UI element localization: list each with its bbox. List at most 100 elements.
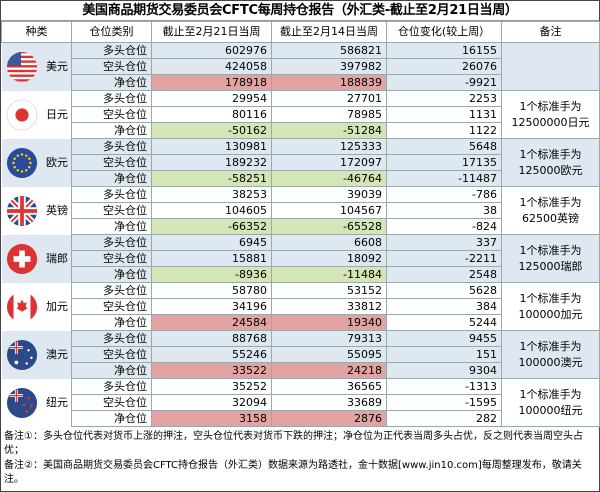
cftc-table: 种类 仓位类别 截止至2月21日当周 截止至2月14日当周 仓位变化(较上周） … (1, 21, 600, 427)
change-value: 2253 (386, 90, 502, 107)
position-type-short: 空头仓位 (71, 394, 152, 411)
table-row: 澳元 多头仓位 88768 79313 9455 1个标准手为 100000澳元 (1, 330, 600, 379)
footer-notes: 备注①：多头仓位代表对货币上涨的押注，空头仓位代表对货币下跌的押注；净仓位为正代… (1, 427, 599, 491)
table-row: 空头仓位 15881 18092 -2211 (2, 250, 600, 267)
change-value: 9304 (386, 362, 502, 379)
position-type-long: 多头仓位 (71, 138, 152, 155)
currency-name: 澳元 (46, 347, 68, 361)
table-row: 英镑 多头仓位 38253 39039 -786 1个标准手为 62500英镑 (1, 186, 600, 235)
previous-week-value: 19340 (271, 314, 387, 331)
current-week-value: 130981 (151, 138, 272, 155)
position-type-long: 多头仓位 (71, 378, 152, 395)
lot-size-note-text: 1个标准手为 62500英镑 (519, 195, 582, 225)
table-row: 空头仓位 424058 397982 26076 (2, 58, 600, 75)
current-week-value: 80116 (151, 106, 272, 123)
position-type-short: 空头仓位 (71, 298, 152, 315)
position-type-net: 净仓位 (71, 170, 152, 187)
previous-week-value: 586821 (271, 42, 387, 59)
position-type-net: 净仓位 (71, 410, 152, 427)
current-week-value: 32094 (151, 394, 272, 411)
position-type-net: 净仓位 (71, 266, 152, 283)
previous-week-value: 397982 (271, 58, 387, 75)
change-value: 337 (386, 234, 502, 251)
change-value: 1131 (386, 106, 502, 123)
current-week-value: 88768 (151, 330, 272, 347)
table-row: 欧元 多头仓位 130981 125333 5648 1个标准手为 125000欧元 (1, 138, 600, 187)
current-week-value: 55246 (151, 346, 272, 363)
previous-week-value: 55095 (271, 346, 387, 363)
currency-name: 加元 (46, 299, 68, 313)
previous-week-value: 6608 (271, 234, 387, 251)
position-type-short: 空头仓位 (71, 106, 152, 123)
australia-flag-icon (6, 339, 37, 370)
currency-name: 欧元 (46, 155, 68, 169)
current-week-value: 424058 (151, 58, 272, 75)
header-previous-week: 截止至2月14日当周 (271, 21, 387, 43)
change-value: 38 (386, 202, 502, 219)
change-value: 17135 (386, 154, 502, 171)
previous-week-value: 2876 (271, 410, 387, 427)
lot-size-note: 1个标准手为 125000瑞郎 (501, 234, 600, 283)
lot-size-note (501, 42, 600, 91)
position-type-long: 多头仓位 (71, 90, 152, 107)
current-week-value: 35252 (151, 378, 272, 395)
currency-cell: 欧元 (1, 138, 72, 187)
previous-week-value: 104567 (271, 202, 387, 219)
lot-size-note-text: 1个标准手为 100000纽元 (518, 387, 583, 417)
current-week-value: -66352 (151, 218, 272, 235)
footer-note-2: 备注②：美国商品期货交易委员会CFTC持仓报告（外汇类）数据来源为路透社，金十数… (4, 460, 582, 485)
change-value: -1313 (386, 378, 502, 395)
change-value: -1595 (386, 394, 502, 411)
change-value: 1122 (386, 122, 502, 139)
japan-flag-icon (5, 98, 38, 131)
position-type-net: 净仓位 (71, 122, 152, 139)
nz-flag-icon (6, 387, 37, 418)
table-row: 空头仓位 32094 33689 -1595 (2, 394, 600, 411)
current-week-value: 15881 (151, 250, 272, 267)
previous-week-value: 172097 (271, 154, 387, 171)
current-week-value: -50162 (151, 122, 272, 139)
position-type-long: 多头仓位 (71, 330, 152, 347)
previous-week-value: 18092 (271, 250, 387, 267)
currency-name: 英镑 (46, 203, 68, 217)
position-type-short: 空头仓位 (71, 250, 152, 267)
change-value: 26076 (386, 58, 502, 75)
table-row: 加元 多头仓位 58780 53152 5628 1个标准手为 100000加元 (1, 282, 600, 331)
uk-flag-icon (6, 195, 37, 226)
previous-week-value: 36565 (271, 378, 387, 395)
lot-size-note-text: 1个标准手为 125000欧元 (518, 147, 583, 177)
position-type-short: 空头仓位 (71, 202, 152, 219)
lot-size-note: 1个标准手为 62500英镑 (501, 186, 600, 235)
previous-week-value: 79313 (271, 330, 387, 347)
lot-size-note: 1个标准手为 100000澳元 (501, 330, 600, 379)
table-row: 净仓位 24584 19340 5244 (2, 314, 600, 331)
current-week-value: 58780 (151, 282, 272, 299)
position-type-long: 多头仓位 (71, 186, 152, 203)
current-week-value: -58251 (151, 170, 272, 187)
previous-week-value: 39039 (271, 186, 387, 203)
previous-week-value: 33812 (271, 298, 387, 315)
change-value: -2211 (386, 250, 502, 267)
currency-name: 纽元 (46, 395, 68, 409)
lot-size-note-text: 1个标准手为 125000瑞郎 (518, 243, 583, 273)
change-value: -824 (386, 218, 502, 235)
change-value: 5628 (386, 282, 502, 299)
position-type-short: 空头仓位 (71, 154, 152, 171)
current-week-value: 602976 (151, 42, 272, 59)
position-type-short: 空头仓位 (71, 58, 152, 75)
current-week-value: 24584 (151, 314, 272, 331)
currency-cell: 澳元 (1, 330, 72, 379)
table-row: 空头仓位 80116 78985 1131 (2, 106, 600, 123)
lot-size-note-text: 1个标准手为 100000澳元 (518, 339, 583, 369)
previous-week-value: 27701 (271, 90, 387, 107)
lot-size-note: 1个标准手为 12500000日元 (501, 90, 600, 139)
currency-cell: 美元 (1, 42, 72, 91)
previous-week-value: 78985 (271, 106, 387, 123)
previous-week-value: 125333 (271, 138, 387, 155)
table-row: 空头仓位 189232 172097 17135 (2, 154, 600, 171)
lot-size-note-text: 1个标准手为 100000加元 (518, 291, 583, 321)
table-row: 净仓位 178918 188839 -9921 (2, 74, 600, 91)
previous-week-value: 33689 (271, 394, 387, 411)
lot-size-note: 1个标准手为 100000加元 (501, 282, 600, 331)
previous-week-value: 53152 (271, 282, 387, 299)
